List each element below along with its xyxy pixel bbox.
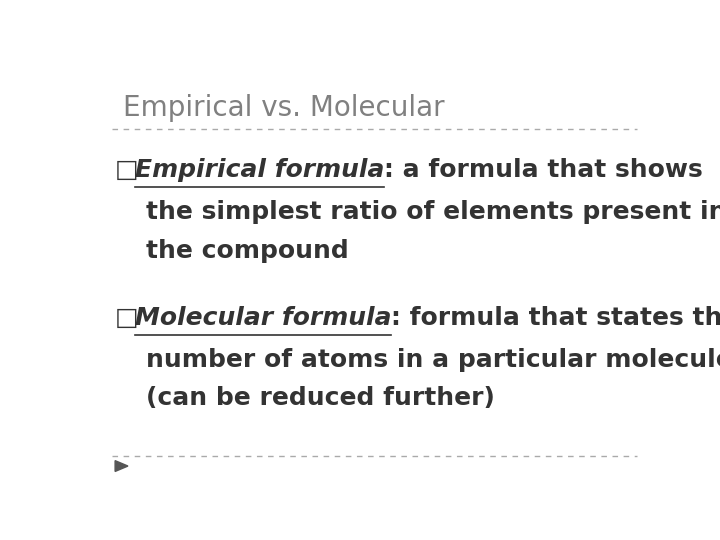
Text: □: □: [115, 158, 139, 183]
Text: : a formula that shows: : a formula that shows: [384, 158, 703, 183]
Text: the compound: the compound: [145, 239, 348, 262]
Text: □: □: [115, 306, 139, 330]
Text: number of atoms in a particular molecule: number of atoms in a particular molecule: [145, 348, 720, 372]
Text: Empirical formula: Empirical formula: [135, 158, 384, 183]
Text: the simplest ratio of elements present in: the simplest ratio of elements present i…: [145, 200, 720, 224]
Text: : formula that states the: : formula that states the: [391, 306, 720, 330]
Text: (can be reduced further): (can be reduced further): [145, 386, 495, 410]
Text: Empirical vs. Molecular: Empirical vs. Molecular: [124, 94, 445, 122]
Text: Molecular formula: Molecular formula: [135, 306, 391, 330]
Polygon shape: [115, 461, 128, 471]
